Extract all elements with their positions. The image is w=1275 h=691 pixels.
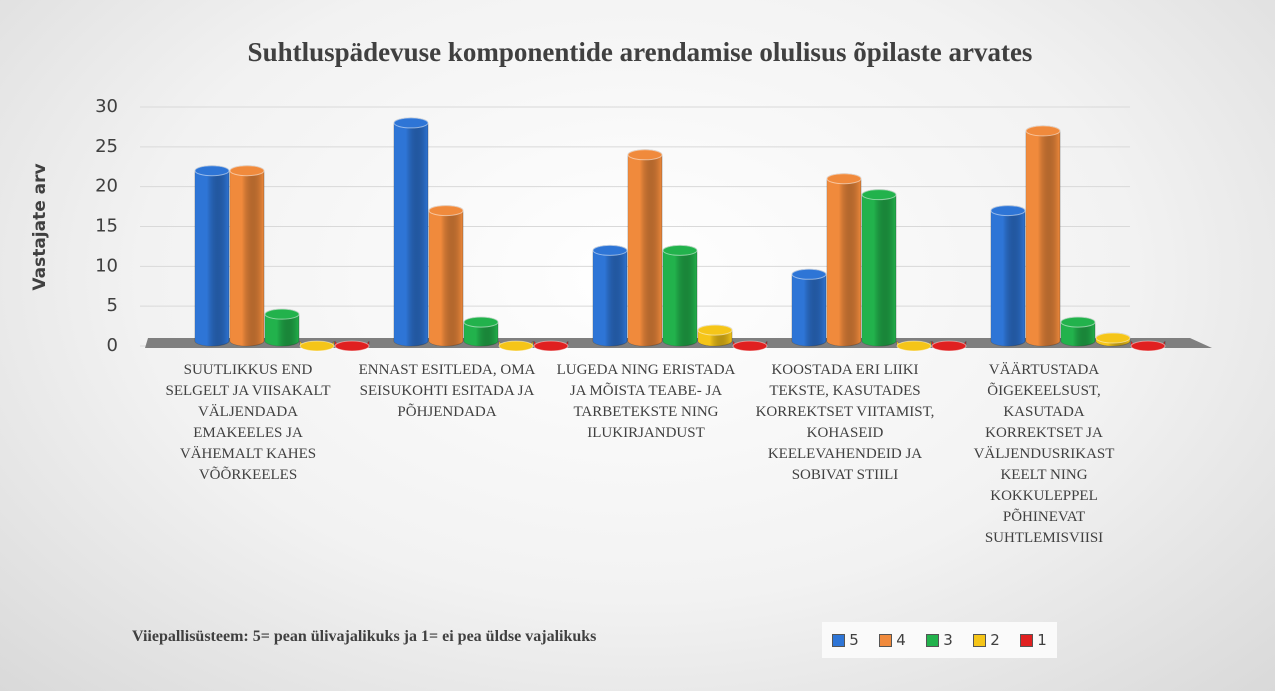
- bar-shade: [1026, 125, 1060, 346]
- bar-shade: [429, 205, 463, 346]
- bar-top: [990, 205, 1026, 217]
- y-axis-label: Vastajate arv: [30, 163, 50, 290]
- bar-shade: [593, 245, 627, 346]
- legend-swatch: [1020, 633, 1034, 647]
- bar-top: [931, 340, 967, 352]
- bar-top: [334, 340, 370, 352]
- legend: 5 4 3 2 1: [822, 622, 1057, 658]
- bar-shade: [792, 269, 826, 346]
- bar-shade: [628, 149, 662, 346]
- legend-label: 5: [849, 631, 859, 649]
- bar-top: [498, 340, 534, 352]
- bar-shade: [991, 205, 1025, 346]
- legend-item: 2: [973, 631, 1000, 649]
- legend-label: 4: [896, 631, 906, 649]
- y-tick-label: 30: [95, 96, 118, 117]
- y-tick-label: 5: [107, 295, 118, 316]
- bar-top: [194, 165, 230, 177]
- bar-shade: [827, 173, 861, 346]
- legend-swatch: [926, 633, 940, 647]
- bar-top: [861, 189, 897, 201]
- bar-top: [229, 165, 265, 177]
- bar-top: [627, 149, 663, 161]
- bar-top: [533, 340, 569, 352]
- bar-top: [826, 173, 862, 185]
- bar-top: [662, 244, 698, 256]
- bar-shade: [394, 117, 428, 346]
- y-tick-label: 25: [95, 136, 118, 157]
- chart-title: Suhtluspädevuse komponentide arendamise …: [248, 37, 1033, 67]
- legend-label: 2: [990, 631, 1000, 649]
- legend-swatch: [973, 633, 987, 647]
- x-tick-label: KOOSTADA ERI LIIKI TEKSTE, KASUTADES KOR…: [755, 362, 935, 483]
- bar-top: [463, 316, 499, 328]
- bar-top: [393, 117, 429, 129]
- bar-shade: [230, 165, 264, 346]
- bar-shade: [663, 245, 697, 346]
- x-tick-label: SUUTLIKKUS END SELGELT JA VIISAKALT VÄLJ…: [165, 362, 331, 483]
- y-tick-label: 0: [107, 335, 118, 356]
- bar-top: [1130, 340, 1166, 352]
- bar-top: [896, 340, 932, 352]
- bar-top: [299, 340, 335, 352]
- bar-top: [428, 205, 464, 217]
- bar-shade: [195, 165, 229, 346]
- legend-title: Viiepallisüsteem: 5= pean ülivajalikuks …: [132, 628, 597, 645]
- bar-top: [592, 244, 628, 256]
- legend-item: 3: [926, 631, 953, 649]
- bar-top: [732, 340, 768, 352]
- bar-top: [1025, 125, 1061, 137]
- bar-top: [791, 268, 827, 280]
- legend-label: 1: [1037, 631, 1047, 649]
- bar-top: [1095, 332, 1131, 344]
- bar-top: [697, 324, 733, 336]
- legend-item: 1: [1020, 631, 1047, 649]
- legend-swatch: [879, 633, 893, 647]
- bar-top: [264, 308, 300, 320]
- x-tick-label: VÄÄRTUSTADA ÕIGEKEELSUST, KASUTADA KORRE…: [973, 362, 1115, 546]
- y-tick-label: 20: [95, 176, 118, 197]
- legend-label: 3: [943, 631, 953, 649]
- legend-item: 4: [879, 631, 906, 649]
- x-tick-label: LUGEDA NING ERISTADA JA MÕISTA TEABE- JA…: [556, 362, 736, 441]
- y-tick-label: 10: [95, 255, 118, 276]
- bar-shade: [862, 189, 896, 346]
- y-tick-label: 15: [95, 216, 118, 237]
- legend-swatch: [832, 633, 846, 647]
- legend-item: 5: [832, 631, 859, 649]
- x-tick-label: ENNAST ESITLEDA, OMA SEISUKOHTI ESITADA …: [358, 362, 536, 420]
- bar-top: [1060, 316, 1096, 328]
